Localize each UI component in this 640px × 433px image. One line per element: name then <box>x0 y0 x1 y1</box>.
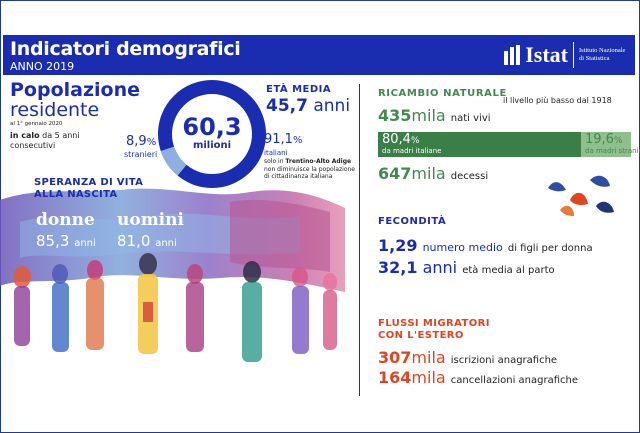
decessi-unit: mila <box>411 164 446 183</box>
popolazione-note: in calo da 5 anni consecutivi <box>10 131 80 151</box>
decessi-number: 647 <box>378 164 412 183</box>
figli-value: 1,29 numero medio di figli per donna <box>378 236 593 255</box>
stranieri-number: 8,9 <box>126 134 147 149</box>
nati-value: 435mila nati vivi <box>378 106 491 125</box>
italiani-number: 91,1 <box>264 132 293 147</box>
cancellazioni-number: 164 <box>378 368 412 387</box>
watercolor-people-illustration <box>0 188 345 362</box>
iscrizioni-label: iscrizioni anagrafiche <box>450 355 558 366</box>
donne-number: 85,3 <box>36 232 70 250</box>
straniere-number: 19,6 <box>585 132 614 147</box>
uomini-unit: anni <box>155 238 177 249</box>
iscrizioni-value: 307mila iscrizioni anagrafiche <box>378 348 557 367</box>
donne-label: donne <box>36 210 95 230</box>
cancellazioni-label: cancellazioni anagrafiche <box>450 375 578 386</box>
iscrizioni-number: 307 <box>378 348 412 367</box>
ricambio-note: il livello più basso dal 1918 <box>503 96 612 105</box>
figure-group <box>13 253 337 362</box>
iscrizioni-unit: mila <box>411 348 446 367</box>
eta-parto-unit: anni <box>422 258 458 277</box>
uomini-number: 81,0 <box>117 232 151 250</box>
decessi-label: decessi <box>450 171 489 182</box>
popolazione-title: Popolazione residente <box>10 80 140 120</box>
italiane-value: 80,4% <box>382 132 420 147</box>
foot-line2: non diminuisce la popolazione <box>264 165 356 173</box>
italiani-label: italiani <box>264 149 288 157</box>
note-rest: da 5 anni <box>42 131 80 140</box>
istat-logo: Istat Istituto Nazionale di Statistica <box>504 41 629 69</box>
nati-label: nati vivi <box>450 113 491 124</box>
donut-value: 60,3 <box>182 113 242 141</box>
eta-parto-label: età media al parto <box>462 265 555 276</box>
italiani-value: 91,1% <box>264 132 302 147</box>
flussi-title-line1: FLUSSI MIGRATORI <box>378 318 490 329</box>
foot-line3: di cittadinanza italiana <box>264 173 333 180</box>
speranza-title: SPERANZA DI VITA ALLA NASCITA <box>34 177 143 201</box>
stranieri-label: stranieri <box>124 150 158 159</box>
trentino-note: solo in Trentino-Alto Adige non diminuis… <box>264 158 355 181</box>
logo-separator <box>573 42 574 68</box>
eta-parto-number: 32,1 <box>378 258 418 277</box>
eta-media-unit: anni <box>313 96 351 116</box>
bar-madri-straniere: 19,6% da madri straniere <box>581 132 640 157</box>
italiane-label: da madri italiane <box>382 147 442 155</box>
fecondita-title: FECONDITÀ <box>378 216 447 227</box>
bar-madri-italiane: 80,4% da madri italiane <box>378 132 581 157</box>
logo-small-line2: di Statistica <box>579 55 610 62</box>
header-bar: Indicatori demografici ANNO 2019 Istat I… <box>3 35 635 75</box>
eta-media-number: 45,7 <box>266 96 308 116</box>
italiani-pct: % <box>292 135 303 146</box>
ricambio-title: RICAMBIO NATURALE <box>378 88 507 99</box>
donut-stranieri-segment <box>160 146 187 176</box>
popolazione-title-line2: residente <box>10 99 100 121</box>
page-title: Indicatori demografici <box>10 38 241 60</box>
donut-italiani-ring <box>158 80 266 188</box>
straniere-pct: % <box>613 136 623 146</box>
logo-small-line1: Istituto Nazionale <box>579 47 626 54</box>
flussi-title-line2: CON L'ESTERO <box>378 330 464 341</box>
cancellazioni-value: 164mila cancellazioni anagrafiche <box>378 368 578 387</box>
logo-institute-name: Istituto Nazionale di Statistica <box>579 47 629 63</box>
population-donut <box>158 80 266 188</box>
straniere-value: 19,6% <box>585 132 623 147</box>
straniere-label: da madri straniere <box>585 147 640 155</box>
eta-media-value: 45,7 anni <box>266 96 350 116</box>
figli-label-b: di figli per donna <box>507 243 593 254</box>
birds-illustration <box>548 175 614 216</box>
figli-label-a: numero medio <box>422 241 503 254</box>
logo-word: Istat <box>525 42 568 67</box>
page-subtitle: ANNO 2019 <box>10 60 75 73</box>
speranza-title-line2: ALLA NASCITA <box>34 189 118 200</box>
note-line2: consecutivi <box>10 141 56 150</box>
uomini-value: 81,0 anni <box>117 232 177 250</box>
flussi-title: FLUSSI MIGRATORI CON L'ESTERO <box>378 318 490 342</box>
eta-parto-value: 32,1 anni età media al parto <box>378 258 555 277</box>
nati-number: 435 <box>378 106 412 125</box>
eta-media-title: ETÀ MEDIA <box>266 84 332 95</box>
uomini-label: uomini <box>117 210 184 230</box>
column-divider <box>359 84 360 396</box>
donut-unit: milioni <box>192 140 232 151</box>
stranieri-value: 8,9% <box>126 134 156 149</box>
foot-bold: Trentino-Alto Adige <box>285 158 352 165</box>
italiane-number: 80,4 <box>382 132 411 147</box>
figli-number: 1,29 <box>378 236 418 255</box>
italiane-pct: % <box>410 136 420 146</box>
donne-value: 85,3 anni <box>36 232 96 250</box>
nati-unit: mila <box>411 106 446 125</box>
popolazione-title-line1: Popolazione <box>10 79 141 101</box>
istat-logo-icon <box>504 45 521 65</box>
popolazione-date: al 1° gennaio 2020 <box>10 121 63 127</box>
stranieri-pct: % <box>146 137 157 148</box>
note-bold: in calo <box>10 131 40 140</box>
donne-unit: anni <box>74 238 96 249</box>
decessi-value: 647mila decessi <box>378 164 488 183</box>
speranza-title-line1: SPERANZA DI VITA <box>34 177 144 188</box>
cancellazioni-unit: mila <box>411 368 446 387</box>
foot-pre: solo in <box>264 158 286 165</box>
